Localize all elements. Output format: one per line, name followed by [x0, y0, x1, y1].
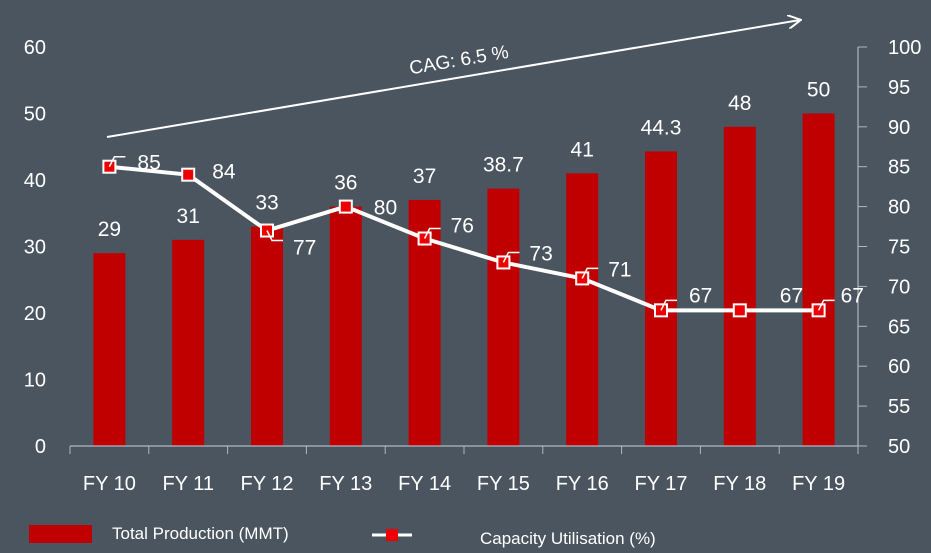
- line-value-label: 84: [212, 161, 236, 184]
- bar: [566, 173, 599, 446]
- line-value-label: 71: [608, 258, 631, 281]
- y-right-tick-label: 75: [888, 237, 910, 259]
- bar-value-label: 36: [334, 172, 357, 195]
- y-right-tick-label: 85: [888, 157, 910, 179]
- bar: [172, 239, 205, 446]
- cagr-annotation: CAG: 6.5 %: [106, 20, 800, 138]
- x-tick-label: FY 13: [319, 473, 372, 495]
- bar: [93, 253, 126, 446]
- legend: Total Production (MMT) Capacity Utilisati…: [29, 524, 656, 548]
- y-right-tick-label: 70: [888, 276, 910, 298]
- x-tick-label: FY 10: [83, 473, 136, 495]
- axes: 50 55 60 65 70 75 80 85 90 95 100 0 10 20 30 40 50 60 FY 1…: [24, 37, 922, 495]
- y-right-tick-label: 65: [888, 316, 910, 338]
- y-right-tick-label: 50: [888, 436, 910, 458]
- bar: [251, 226, 283, 446]
- bar-value-label: 50: [807, 79, 830, 102]
- x-tick-label: FY 16: [556, 473, 609, 495]
- y-left-tick-label: 40: [24, 170, 46, 192]
- bar-value-label: 29: [98, 218, 121, 241]
- bar-value-label: 41: [571, 138, 594, 161]
- data-labels: 29 31 33 36 37 38.7 41 44.3 48 50 85 84 77 80 76 73 71 67…: [98, 79, 864, 311]
- legend-marker-utilisation: [386, 529, 398, 541]
- line-marker: [181, 167, 196, 182]
- x-tick-label: FY 14: [398, 473, 451, 495]
- line-series: [102, 159, 826, 318]
- line-value-label: 67: [780, 284, 803, 307]
- label-leader: [581, 267, 599, 279]
- line-value-label: 67: [841, 284, 864, 307]
- y-left-tick-label: 0: [35, 436, 46, 458]
- legend-swatch-production: [29, 525, 92, 543]
- label-leader: [817, 299, 835, 311]
- y-left-tick-label: 50: [24, 104, 46, 126]
- line-marker: [732, 303, 747, 318]
- x-tick-label: FY 12: [241, 473, 294, 495]
- bar: [723, 126, 756, 447]
- line-value-label: 67: [689, 284, 712, 307]
- bar-value-label: 38.7: [483, 154, 524, 177]
- line-value-label: 77: [293, 237, 316, 260]
- y-left-tick-label: 20: [24, 303, 46, 325]
- bar: [487, 188, 520, 446]
- y-left-tick-label: 30: [24, 237, 46, 259]
- line-value-label: 85: [137, 152, 160, 175]
- line-marker: [338, 199, 353, 214]
- x-tick-label: FY 15: [477, 473, 530, 495]
- bar: [645, 151, 677, 446]
- cagr-arrow: [106, 20, 800, 138]
- bar-value-label: 37: [413, 165, 436, 188]
- y-right-tick-label: 90: [888, 117, 910, 139]
- label-leader: [266, 230, 283, 242]
- bar: [802, 113, 835, 446]
- x-tick-label: FY 19: [792, 473, 845, 495]
- label-leader: [660, 299, 677, 311]
- line-value-label: 80: [374, 197, 397, 220]
- utilisation-line: [109, 164, 819, 313]
- line-value-label: 76: [451, 215, 474, 238]
- label-leader: [502, 251, 520, 263]
- label-leader: [108, 155, 126, 168]
- bar-series: [93, 113, 835, 447]
- y-left-tick-label: 60: [24, 37, 46, 59]
- y-right-tick-label: 95: [888, 77, 910, 99]
- y-right-tick-label: 55: [888, 396, 910, 418]
- cagr-label: CAG: 6.5 %: [408, 42, 511, 79]
- label-leader: [423, 227, 441, 239]
- y-left-tick-label: 10: [24, 370, 46, 392]
- bar-value-label: 31: [177, 205, 200, 228]
- bar: [329, 206, 362, 446]
- legend-label-utilisation: Capacity Utilisation (%): [480, 529, 656, 548]
- bar-value-label: 48: [728, 92, 751, 115]
- y-right-tick-label: 80: [888, 197, 910, 219]
- bar-value-label: 33: [255, 192, 278, 215]
- line-value-label: 73: [529, 242, 552, 265]
- x-tick-label: FY 18: [713, 473, 766, 495]
- y-right-tick-label: 60: [888, 356, 910, 378]
- legend-label-production: Total Production (MMT): [112, 524, 289, 543]
- x-tick-label: FY 17: [635, 473, 688, 495]
- bar-value-label: 44.3: [641, 116, 682, 139]
- x-tick-label: FY 11: [162, 473, 214, 495]
- y-right-tick-label: 100: [888, 37, 921, 59]
